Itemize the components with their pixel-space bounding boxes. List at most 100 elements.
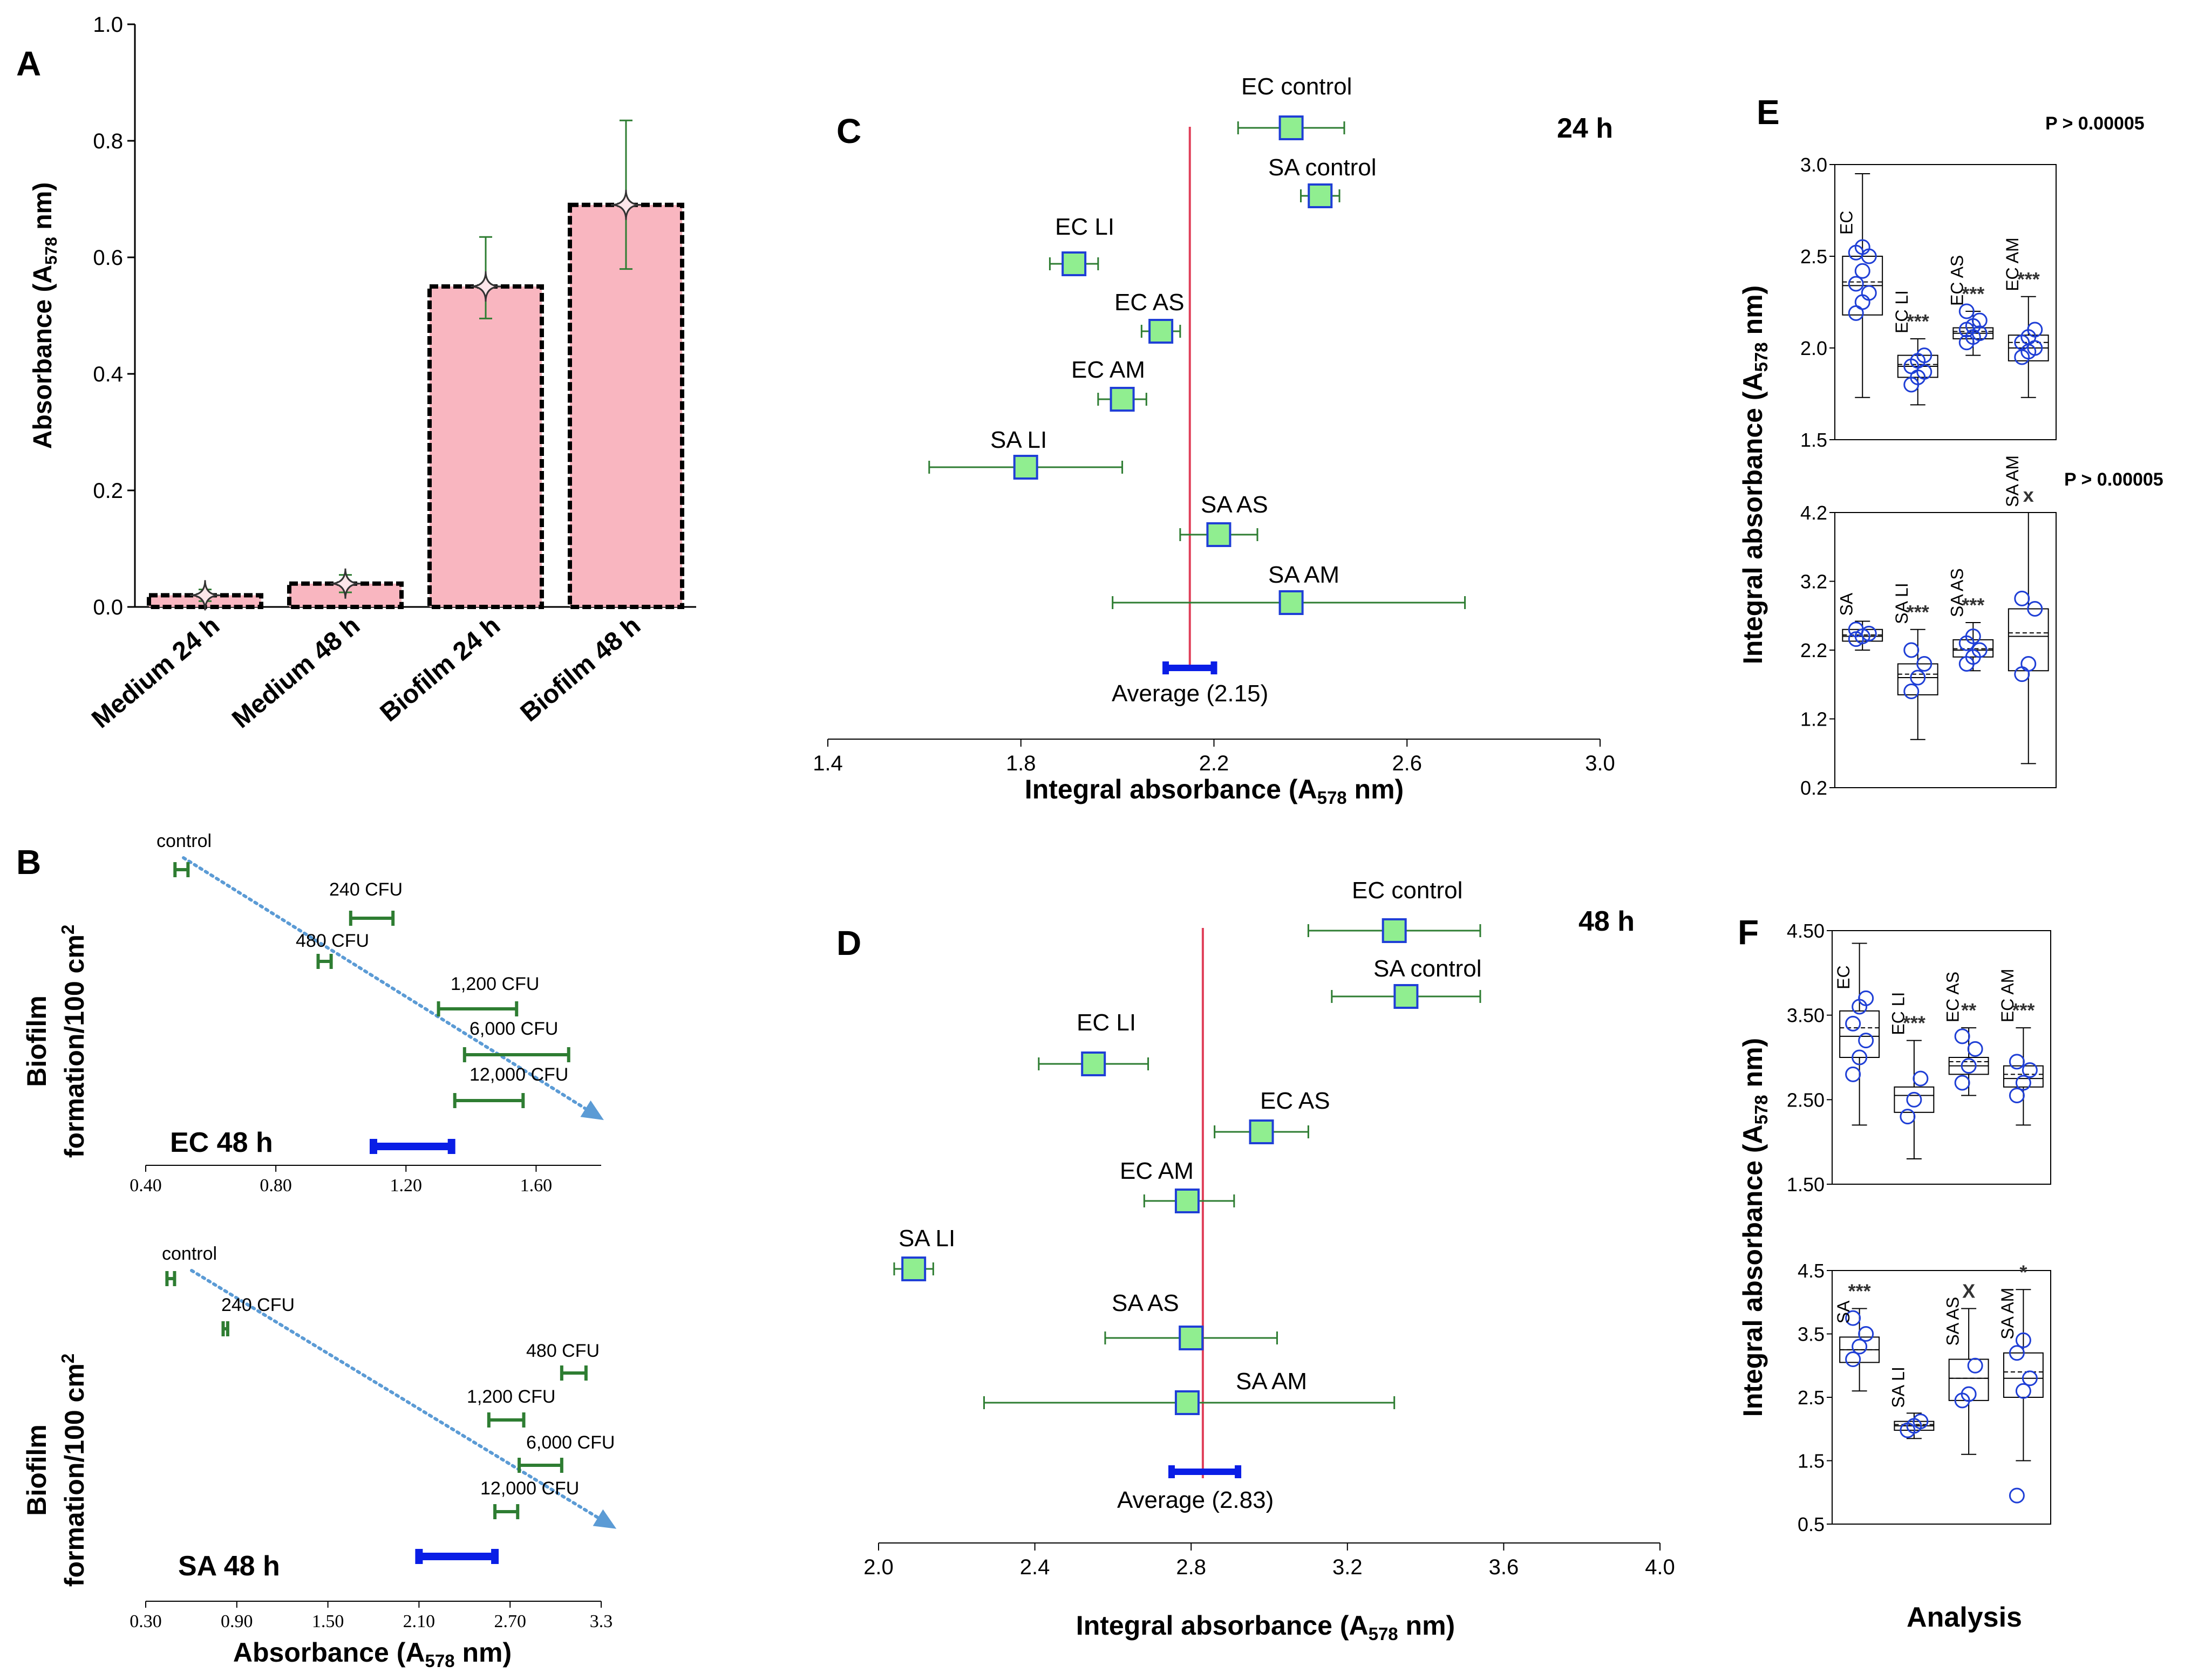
panel-e-bottom-y-tick-label: 2.2 — [1800, 639, 1827, 661]
panel-f-top-point-0-2 — [1858, 1033, 1874, 1049]
panel-b1-interval-label-4: 6,000 CFU — [470, 1019, 558, 1039]
panel-b1-x-tick-label: 1.20 — [390, 1176, 423, 1196]
panel-f-top-point-3-0 — [2009, 1088, 2025, 1103]
panel-c-marker-4 — [1110, 387, 1135, 412]
panel-e-bottom-y-tick-label: 3.2 — [1800, 571, 1827, 593]
panel-f-bottom-point-0-0 — [1845, 1351, 1861, 1367]
panel-f-bottom-point-3-2 — [2022, 1370, 2038, 1387]
panel-letter-c: C — [836, 112, 861, 151]
panel-b2-x-tick-label: 0.30 — [130, 1611, 162, 1631]
panel-d-x-tick-label: 2.8 — [1176, 1555, 1206, 1579]
panel-d-item-label-3: EC AS — [1260, 1088, 1330, 1114]
panel-e-bottom-point-2-4 — [1965, 629, 1981, 644]
panel-f-top-point-0-0 — [1845, 1066, 1861, 1082]
panel-c-x-tick-label: 1.4 — [813, 752, 843, 775]
panel-a-y-axis-label: Absorbance (A578 nm) — [29, 182, 60, 449]
panel-c-x-tick-label: 2.2 — [1199, 752, 1229, 775]
panel-f-y-axis-label: Integral absorbance (A578 nm) — [1738, 1038, 1771, 1417]
panel-a-point-1 — [330, 568, 361, 599]
panel-f-bottom-box-label-3: SA AM — [1998, 1288, 2017, 1340]
panel-f-bottom-point-2-2 — [1967, 1357, 1983, 1374]
panel-e-y-axis-label: Integral absorbance (A578 nm) — [1738, 285, 1771, 664]
panel-f-top-y-tick-label: 1.50 — [1787, 1173, 1825, 1196]
panel-a-y-tick-label: 0.4 — [93, 363, 123, 386]
panel-b1-interval-label-1: 240 CFU — [329, 879, 403, 900]
panel-e-bottom-point-1-2 — [1916, 656, 1933, 672]
panel-b2-x-tick-label: 2.10 — [403, 1611, 436, 1631]
panel-d-average-label: Average (2.83) — [1117, 1487, 1274, 1513]
panel-b2-interval-label-3: 1,200 CFU — [467, 1387, 555, 1407]
panel-f-bottom-sig-0: *** — [1848, 1280, 1871, 1302]
panel-f-top-point-1-0 — [1900, 1109, 1916, 1125]
panel-f-top-box-label-2: EC AS — [1943, 972, 1963, 1022]
panel-e-bottom-box-3 — [2008, 608, 2049, 672]
panel-b2-x-tick-label: 3.3 — [590, 1611, 613, 1631]
panel-letter-e: E — [1757, 93, 1780, 132]
panel-b2-x-tick-label: 1.50 — [312, 1611, 344, 1631]
panel-d-x-tick-label: 3.2 — [1332, 1555, 1363, 1579]
panel-b1-trend-line — [182, 856, 587, 1110]
panel-c-marker-0 — [1278, 115, 1304, 140]
panel-b1-x-tick-label: 1.60 — [520, 1176, 553, 1196]
panel-e-top-y-tick-label: 2.0 — [1800, 337, 1827, 359]
panel-d-item-label-0: EC control — [1352, 877, 1462, 904]
panel-e-top-box-label-2: EC AS — [1947, 255, 1967, 306]
panel-a-y-tick-label: 0.2 — [93, 479, 123, 503]
panel-f-bottom-y-tick-label: 4.5 — [1798, 1260, 1825, 1282]
panel-b2-interval-label-1: 240 CFU — [221, 1295, 295, 1315]
panel-d-item-label-2: EC LI — [1077, 1009, 1136, 1036]
panel-f-bottom-point-3-3 — [2009, 1345, 2025, 1361]
panel-a-category-2: Biofilm 24 h — [375, 611, 506, 727]
panel-b1-interval-label-2: 480 CFU — [296, 931, 369, 951]
panel-c-marker-5 — [1013, 455, 1038, 480]
panel-b2-interval-label-5: 12,000 CFU — [480, 1478, 579, 1499]
panel-f-bottom-sig-3: * — [2019, 1261, 2027, 1283]
panel-e-top-y-tick-label: 3.0 — [1800, 154, 1827, 176]
panel-e-bottom-point-1-3 — [1903, 642, 1920, 658]
panel-e-bottom-box-label-0: SA — [1836, 592, 1856, 616]
panel-letter-b: B — [16, 843, 41, 882]
panel-c-item-label-0: EC control — [1241, 73, 1352, 100]
panel-e-top-point-0-3 — [1848, 276, 1864, 292]
panel-c-x-tick-label: 2.6 — [1392, 752, 1422, 775]
panel-c-marker-3 — [1148, 319, 1174, 344]
panel-c-item-label-3: EC AS — [1114, 289, 1185, 316]
panel-f-top-frame — [1832, 930, 2051, 1185]
panel-c-item-label-1: SA control — [1268, 154, 1377, 181]
panel-f-bottom-box-label-2: SA AS — [1943, 1297, 1963, 1346]
panel-b1-y-label-line1: Biofilm — [22, 995, 52, 1087]
panel-b2-title: SA 48 h — [178, 1551, 280, 1582]
panel-b1-y-label-line2: formation/100 cm2 — [58, 925, 90, 1158]
panel-a-y-tick-label: 0.0 — [93, 596, 123, 619]
panel-d-item-label-1: SA control — [1373, 955, 1482, 982]
panel-f-top-point-2-1 — [1961, 1058, 1977, 1074]
panel-letter-a: A — [16, 44, 41, 83]
panel-f-bottom-box-label-1: SA LI — [1888, 1367, 1908, 1408]
panel-d-item-label-6: SA AS — [1112, 1290, 1179, 1316]
panel-b2-x-axis-label: Absorbance (A578 nm) — [233, 1637, 512, 1671]
panel-e-bottom-point-3-1 — [2020, 656, 2037, 672]
panel-f-bottom-point-2-1 — [1961, 1386, 1977, 1402]
panel-b2-y-label-line1: Biofilm — [22, 1424, 52, 1515]
panel-f-bottom-point-0-2 — [1858, 1326, 1874, 1342]
panel-b2-x-tick-label: 0.90 — [221, 1611, 253, 1631]
panel-b2-trend-line — [190, 1269, 600, 1519]
panel-f-top-sig-1: *** — [1903, 1012, 1925, 1034]
panel-f-top-sig-2: ** — [1961, 999, 1976, 1021]
panel-d-x-tick-label: 3.6 — [1489, 1555, 1519, 1579]
panel-e-bottom-y-tick-label: 1.2 — [1800, 708, 1827, 730]
panel-b1-interval-label-3: 1,200 CFU — [451, 974, 539, 994]
panel-e-top-point-3-5 — [2027, 322, 2043, 338]
panel-f-top-point-0-3 — [1845, 1015, 1861, 1032]
panel-d-item-label-5: SA LI — [899, 1225, 955, 1252]
panel-f-top-point-2-2 — [1967, 1041, 1983, 1057]
panel-e-top-sig-1: *** — [1907, 310, 1929, 332]
panel-f-top-point-2-3 — [1954, 1028, 1970, 1044]
panel-f-top-point-3-2 — [2022, 1062, 2038, 1078]
panel-d-item-label-4: EC AM — [1120, 1158, 1194, 1184]
panel-b2-interval-label-4: 6,000 CFU — [526, 1432, 615, 1453]
panel-f-top-box-1 — [1894, 1086, 1935, 1113]
panel-d-x-tick-label: 2.0 — [863, 1555, 894, 1579]
panel-f-top-point-1-2 — [1913, 1070, 1929, 1087]
